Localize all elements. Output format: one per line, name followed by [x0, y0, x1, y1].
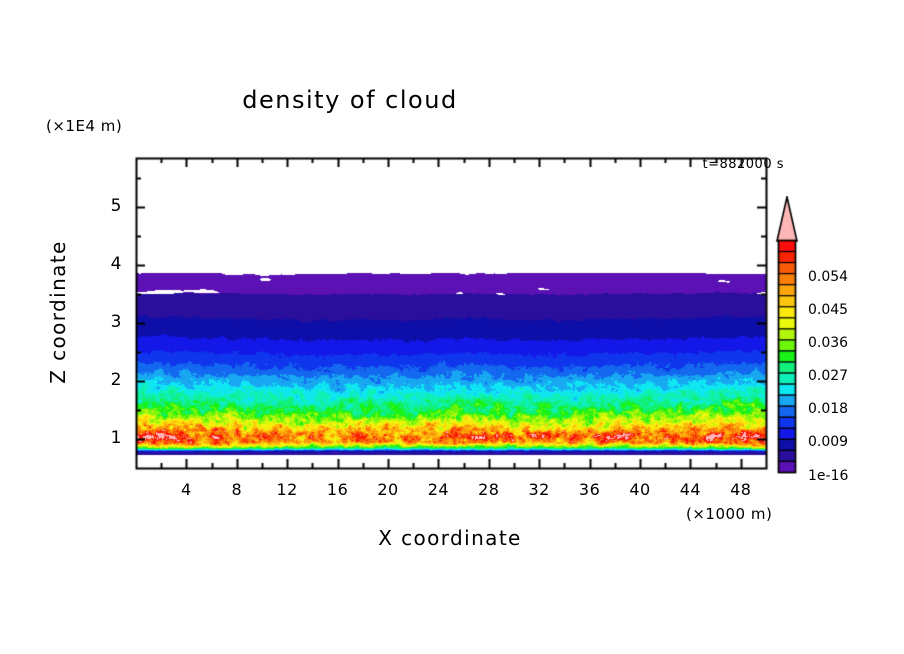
colorbar-tick-label: 0.009 — [808, 434, 849, 451]
colorbar-tick-label: 0.018 — [808, 401, 849, 418]
y-tick-label: 2 — [110, 370, 122, 391]
colorbar-gradient — [770, 196, 804, 474]
colorbar-tick-label: 0.036 — [808, 334, 849, 351]
x-tick-label: 44 — [679, 480, 702, 499]
colorbar-tick-label: 0.027 — [808, 368, 849, 385]
x-tick-label: 40 — [629, 480, 651, 499]
x-tick-label: 24 — [427, 480, 450, 499]
y-axis-units-label: (×1E4 m) — [46, 117, 123, 135]
x-tick-label: 16 — [326, 480, 349, 499]
y-tick-label: 3 — [110, 312, 122, 333]
x-axis-title: X coordinate — [378, 526, 522, 550]
x-tick-label: 12 — [276, 480, 298, 499]
x-axis-units-label: (×1000 m) — [686, 505, 773, 523]
x-tick-label: 36 — [578, 480, 601, 499]
x-tick-label: 32 — [528, 480, 550, 499]
y-tick-label: 4 — [110, 254, 122, 275]
y-tick-label: 5 — [110, 196, 122, 217]
x-tick-label: 48 — [730, 480, 752, 499]
x-tick-label: 28 — [478, 480, 500, 499]
x-tick-label: 4 — [181, 480, 192, 499]
x-tick-label: 8 — [231, 480, 243, 499]
y-axis-title: Z coordinate — [46, 240, 70, 384]
time-annotation: t=882000 s — [702, 157, 784, 172]
colorbar-tick-label: 0.054 — [808, 268, 849, 285]
y-tick-label: 1 — [110, 428, 122, 449]
chart-title: density of cloud — [242, 86, 458, 114]
colorbar-tick-label: 0.045 — [808, 301, 849, 318]
colorbar-tick-label: 1e-16 — [808, 467, 849, 484]
x-tick-label: 20 — [377, 480, 399, 499]
